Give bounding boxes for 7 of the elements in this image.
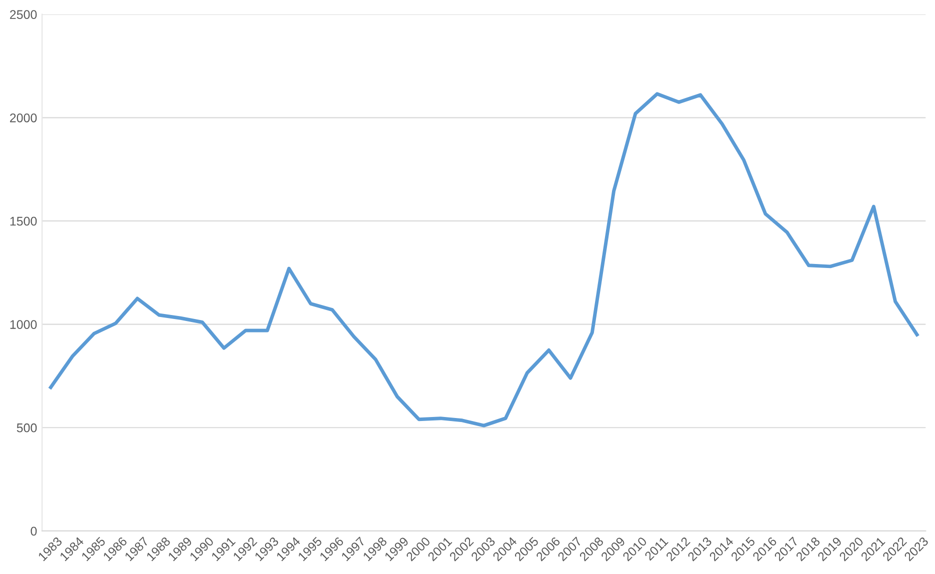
y-tick-label: 2000 — [10, 113, 37, 122]
y-tick-label: 1000 — [10, 320, 37, 329]
y-tick-label: 1500 — [10, 216, 37, 226]
line-series — [49, 92, 919, 428]
y-tick-label: 0 — [30, 526, 37, 536]
y-tick-label: 500 — [16, 423, 37, 432]
y-tick-label: 2500 — [10, 10, 37, 19]
